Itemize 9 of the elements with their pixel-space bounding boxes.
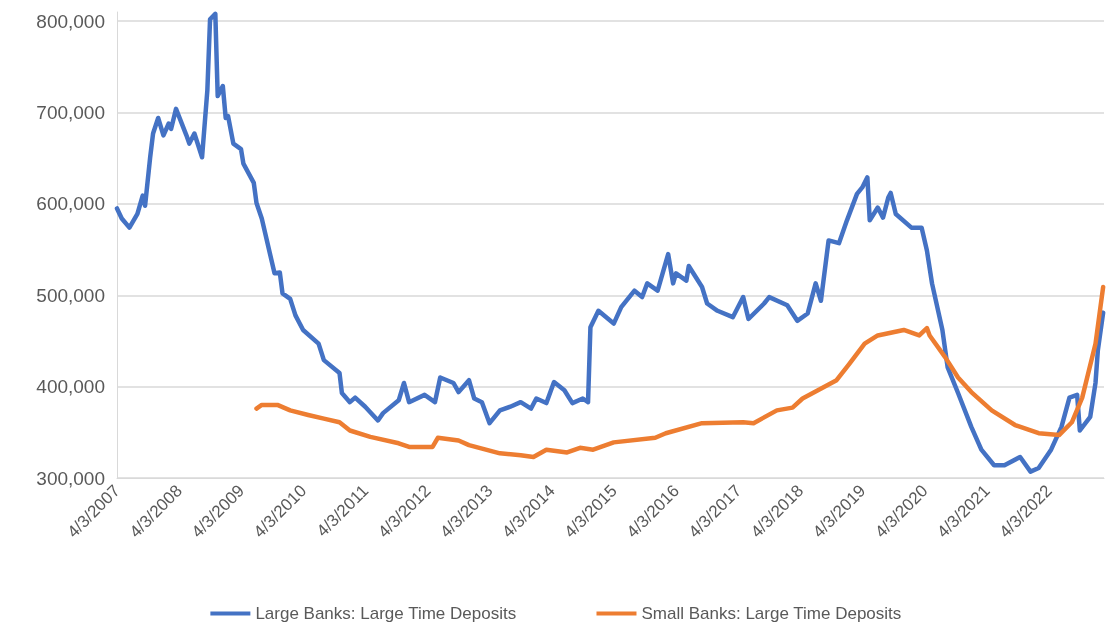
legend-label: Large Banks: Large Time Deposits [255,604,517,623]
line-series [254,284,1106,460]
line-series [114,11,1106,474]
y-tick-label: 500,000 [36,284,105,306]
y-tick-label: 400,000 [36,376,105,398]
y-tick-label: 800,000 [36,10,105,32]
y-tick-label: 700,000 [36,102,105,124]
y-tick-label: 600,000 [36,193,105,215]
legend-label: Small Banks: Large Time Deposits [641,604,902,623]
